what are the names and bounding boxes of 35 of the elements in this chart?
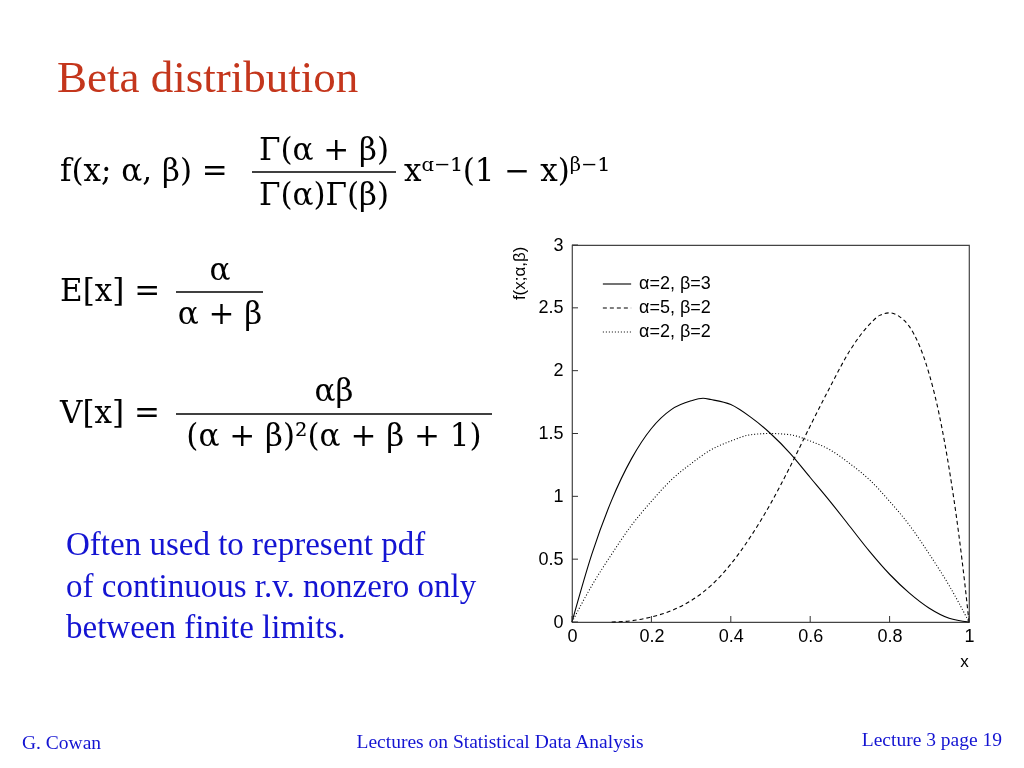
x-tick-label: 1 — [964, 625, 975, 646]
text: of continuous r.v. nonzero only — [66, 568, 477, 604]
y-tick-label: 2.5 — [538, 297, 564, 318]
text: f(x; α, β) = — [60, 152, 228, 188]
legend-label: α=5, β=2 — [639, 297, 711, 317]
legend-label: α=2, β=2 — [639, 321, 711, 341]
text: (α + β)²(α + β + 1) — [186, 417, 482, 453]
text: Lecture 3 page 19 — [861, 729, 1002, 750]
legend-label: α=2, β=3 — [639, 273, 711, 293]
text: V[x] = — [59, 394, 160, 430]
text: αβ — [314, 372, 354, 408]
y-tick-label: 1 — [553, 485, 564, 506]
text: between finite limits. — [66, 609, 346, 645]
x-tick-label: 0.8 — [877, 625, 903, 646]
text: Γ(α)Γ(β) — [258, 176, 390, 212]
text: Γ(α + β) — [258, 131, 390, 167]
text: G. Cowan — [22, 732, 102, 753]
x-axis-title: x — [960, 651, 970, 671]
y-axis-title: f(x;α,β) — [509, 246, 529, 301]
text: Lectures on Statistical Data Analysis — [356, 731, 644, 752]
x-tick-label: 0.6 — [798, 625, 824, 646]
y-tick-label: 3 — [553, 234, 564, 255]
y-tick-label: 2 — [553, 360, 564, 381]
text: Often used to represent pdf — [66, 526, 426, 562]
x-tick-label: 0.4 — [718, 625, 744, 646]
text: α + β — [177, 295, 263, 331]
text: Beta distribution — [57, 52, 359, 102]
text: α — [209, 251, 231, 287]
text: xᵅ⁻¹(1 − x)ᵝ⁻¹ — [404, 152, 610, 188]
x-tick-label: 0 — [567, 625, 578, 646]
y-tick-label: 0 — [553, 611, 564, 632]
y-tick-label: 0.5 — [538, 548, 564, 569]
text: E[x] = — [60, 272, 161, 308]
y-tick-label: 1.5 — [538, 423, 564, 443]
x-tick-label: 0.2 — [639, 625, 665, 646]
